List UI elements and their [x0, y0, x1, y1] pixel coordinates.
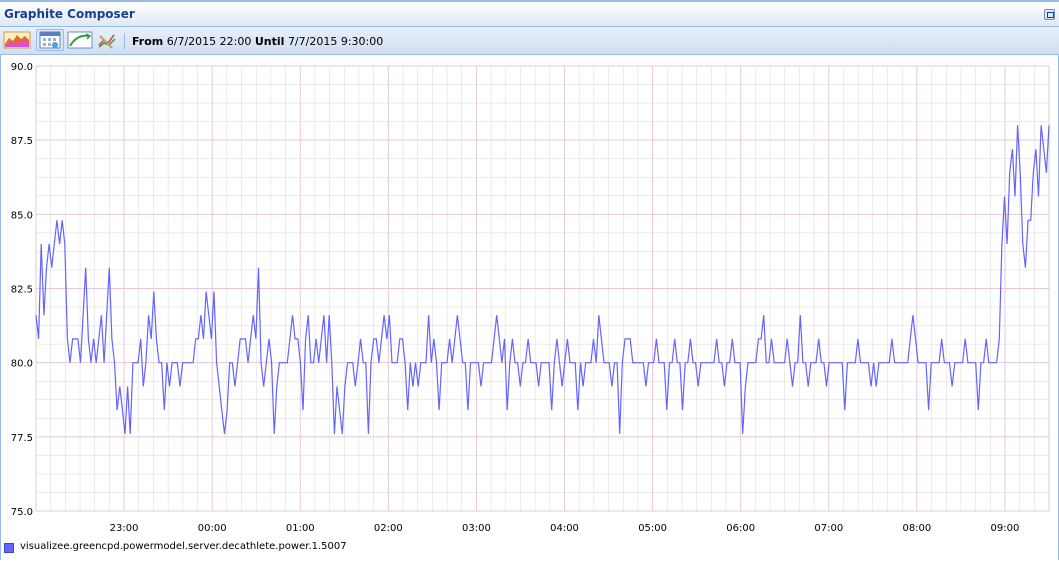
line-chart: 90.0 87.5 85.0 82.5 80.0 77.5 75.0 23:00 00:00 01…	[11, 62, 1050, 534]
toolbar: From 6/7/2015 22:00 Until 7/7/2015 9:30:…	[0, 27, 1059, 55]
recent-data-button[interactable]	[66, 29, 94, 51]
select-date-range-icon	[39, 31, 61, 49]
window-title: Graphite Composer	[4, 7, 135, 21]
x-tick-label: 04:00	[550, 523, 579, 534]
window-titlebar: Graphite Composer	[0, 0, 1059, 27]
y-tick-label: 82.5	[11, 285, 33, 296]
series-line	[35, 125, 1050, 434]
until-label: Until	[254, 35, 285, 48]
y-tick-label: 77.5	[11, 433, 33, 444]
x-tick-label: 09:00	[991, 523, 1020, 534]
x-tick-label: 00:00	[198, 523, 227, 534]
graph-data-button[interactable]	[2, 29, 32, 51]
x-tick-label: 06:00	[726, 523, 755, 534]
graph-options-icon	[98, 34, 116, 49]
legend-label: visualizee.greencpd.powermodel.server.de…	[20, 541, 347, 552]
legend-swatch	[4, 543, 14, 553]
y-tick-label: 87.5	[11, 136, 33, 147]
x-tick-label: 08:00	[902, 523, 931, 534]
restore-window-button[interactable]	[1044, 9, 1055, 20]
graph-data-icon	[3, 31, 31, 49]
y-tick-label: 90.0	[11, 62, 33, 73]
x-tick-label: 23:00	[110, 523, 139, 534]
toolbar-separator	[124, 33, 125, 49]
until-value: 7/7/2015 9:30:00	[287, 35, 384, 48]
x-tick-label: 03:00	[462, 523, 491, 534]
recent-data-icon	[67, 31, 93, 49]
from-label: From	[132, 35, 164, 48]
y-tick-label: 75.0	[11, 507, 33, 518]
x-tick-label: 05:00	[638, 523, 667, 534]
graph-panel: 90.0 87.5 85.0 82.5 80.0 77.5 75.0 23:00 00:00 01…	[0, 55, 1059, 560]
graph-options-button[interactable]	[96, 29, 118, 51]
y-tick-label: 85.0	[11, 210, 33, 221]
select-date-range-button[interactable]	[36, 29, 64, 51]
date-range-label: From 6/7/2015 22:00 Until 7/7/2015 9:30:…	[132, 35, 383, 48]
x-tick-label: 02:00	[374, 523, 403, 534]
y-tick-label: 80.0	[11, 359, 33, 370]
x-tick-label: 01:00	[286, 523, 315, 534]
x-tick-label: 07:00	[814, 523, 843, 534]
from-value: 6/7/2015 22:00	[166, 35, 252, 48]
